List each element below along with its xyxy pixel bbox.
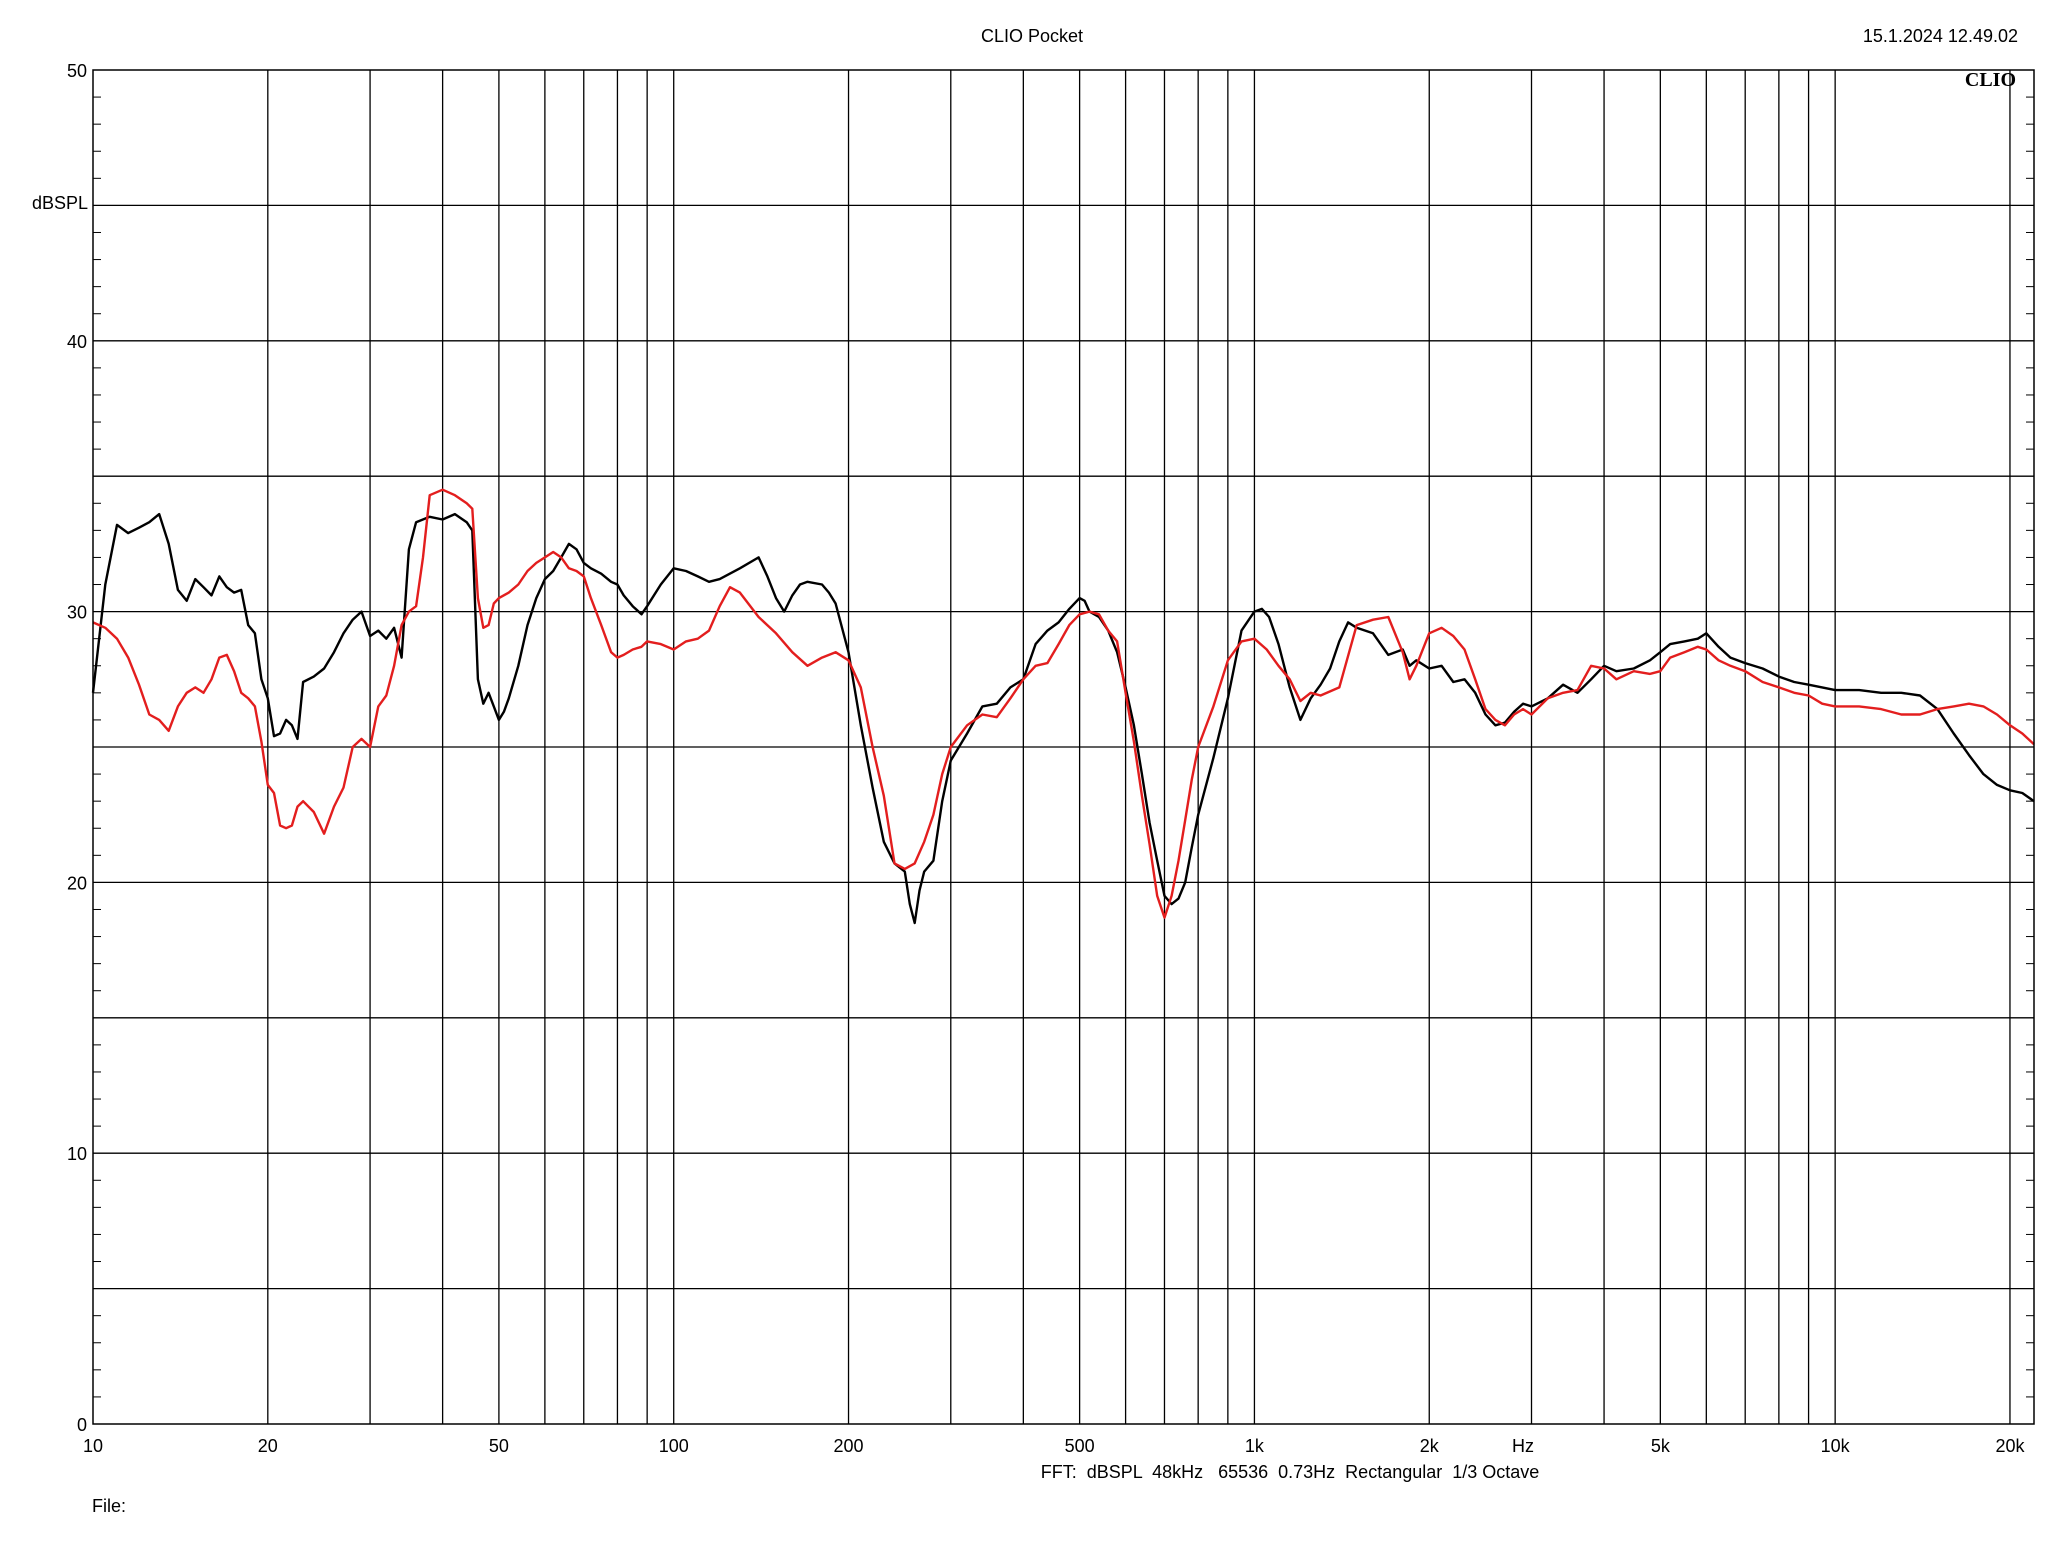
timestamp: 15.1.2024 12.49.02 bbox=[1863, 26, 2018, 46]
axis-ticks bbox=[93, 96, 2034, 1398]
x-tick-label: 50 bbox=[489, 1436, 509, 1456]
series-line-1 bbox=[91, 512, 2035, 925]
clio-logo: CLIO bbox=[1965, 69, 2016, 91]
y-axis-label: dBSPL bbox=[32, 193, 88, 213]
chart-title: CLIO Pocket bbox=[981, 26, 1083, 46]
x-tick-label: 10 bbox=[83, 1436, 103, 1456]
y-tick-label: 40 bbox=[67, 332, 87, 352]
x-tick-label: 10k bbox=[1821, 1436, 1851, 1456]
fft-settings-text: FFT: dBSPL 48kHz 65536 0.73Hz Rectangula… bbox=[1041, 1462, 1540, 1482]
y-tick-label: 50 bbox=[67, 61, 87, 81]
x-tick-label: 20k bbox=[1995, 1436, 2025, 1456]
x-tick-label: 20 bbox=[258, 1436, 278, 1456]
plot-frame bbox=[92, 69, 2035, 1425]
x-axis-unit-label: Hz bbox=[1512, 1436, 1534, 1456]
y-tick-label: 20 bbox=[67, 873, 87, 893]
series-lines bbox=[91, 488, 2035, 925]
grid-lines bbox=[93, 70, 2034, 1424]
x-tick-label: 100 bbox=[659, 1436, 689, 1456]
y-tick-label: 30 bbox=[67, 603, 87, 623]
series-line-2 bbox=[92, 488, 2035, 919]
x-tick-label: 1k bbox=[1245, 1436, 1265, 1456]
x-tick-label: 2k bbox=[1420, 1436, 1440, 1456]
x-tick-label: 200 bbox=[834, 1436, 864, 1456]
file-label: File: bbox=[92, 1496, 126, 1516]
x-tick-label: 500 bbox=[1065, 1436, 1095, 1456]
x-tick-label: 5k bbox=[1651, 1436, 1671, 1456]
y-tick-label: 0 bbox=[77, 1415, 87, 1435]
y-tick-label: 10 bbox=[67, 1144, 87, 1164]
